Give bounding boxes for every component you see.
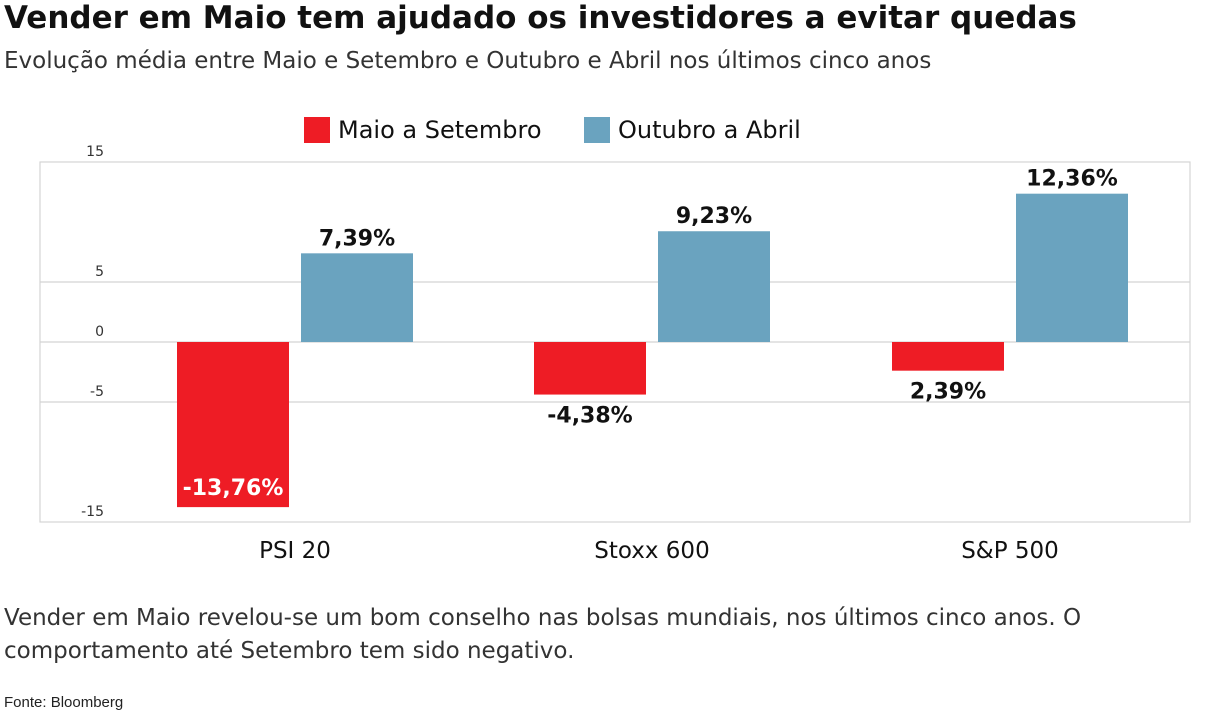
footnote: Vender em Maio revelou-se um bom conselh… [4, 605, 1082, 664]
y-tick-label: 5 [95, 264, 104, 280]
x-category-label: Stoxx 600 [594, 538, 709, 564]
legend-swatch-maio-setembro [304, 117, 330, 143]
chart-title: Vender em Maio tem ajudado os investidor… [4, 0, 1077, 36]
x-category-label: PSI 20 [259, 538, 331, 564]
y-tick-label: 0 [95, 324, 104, 340]
data-label: -13,76% [183, 476, 284, 501]
data-label: -4,38% [547, 404, 632, 429]
y-tick-label: -15 [81, 504, 104, 520]
x-category-label: S&P 500 [961, 538, 1059, 564]
chart-subtitle: Evolução média entre Maio e Setembro e O… [4, 48, 932, 74]
y-tick-label: 15 [86, 144, 104, 160]
bar-chart: 15 5 0 -5 -15 -13,76% -4,38% 2,39% 7,39% 9,23% 12,… [39, 144, 1191, 564]
bar-outubro-abril [301, 253, 413, 342]
legend-swatch-outubro-abril [584, 117, 610, 143]
data-label: 12,36% [1026, 167, 1118, 192]
legend-item-outubro-abril: Outubro a Abril [584, 116, 801, 144]
y-tick-label: -5 [90, 384, 104, 400]
legend-label-maio-setembro: Maio a Setembro [338, 116, 542, 144]
data-label: 9,23% [676, 204, 752, 229]
legend-label-outubro-abril: Outubro a Abril [618, 116, 801, 144]
bar-maio-setembro [534, 342, 646, 395]
legend-item-maio-setembro: Maio a Setembro [304, 116, 542, 144]
data-label: 2,39% [910, 380, 986, 405]
bar-outubro-abril [1016, 193, 1128, 342]
chart-legend: Maio a Setembro Outubro a Abril [0, 116, 1222, 152]
source-note: Fonte: Bloomberg [4, 694, 124, 711]
bar-outubro-abril [658, 231, 770, 342]
bar-maio-setembro [177, 342, 289, 508]
bar-maio-setembro [892, 342, 1004, 371]
data-label: 7,39% [319, 226, 395, 251]
